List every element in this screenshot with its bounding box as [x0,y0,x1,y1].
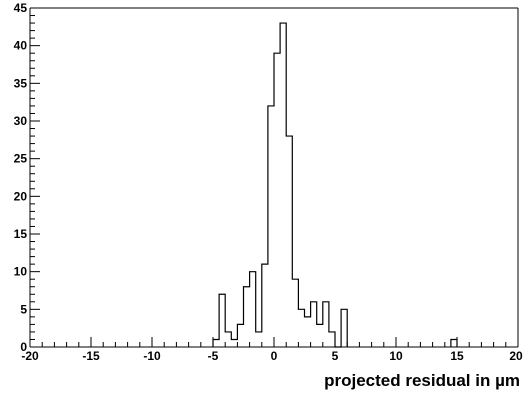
histogram-bin [237,324,243,347]
y-tick-label: 30 [14,114,28,128]
histogram-bin [225,332,231,347]
x-axis-title: projected residual in µm [324,371,520,390]
x-tick-label: 0 [271,349,278,363]
x-tick-label: -20 [21,349,39,363]
histogram-bin [256,332,262,347]
histogram-bin [268,106,274,347]
y-tick-label: 35 [14,76,28,90]
y-axis-ticks [30,7,40,348]
y-tick-label: 0 [20,340,27,354]
histogram-bin [323,302,329,347]
x-tick-label: 20 [509,349,523,363]
y-tick-label: 40 [14,39,28,53]
x-tick-label: 5 [332,349,339,363]
histogram-bin [262,264,268,347]
x-axis-tick-labels: -20 -15 -10 -5 0 5 10 15 20 [21,349,523,363]
histogram-bin [311,302,317,347]
x-tick-label: 15 [450,349,464,363]
y-axis-tick-labels: 0 5 10 15 20 25 30 35 40 45 [14,1,28,354]
y-tick-label: 15 [14,227,28,241]
y-tick-label: 10 [14,265,28,279]
histogram-bin [451,339,457,347]
histogram-bin [231,339,237,347]
histogram-bin [341,309,347,347]
y-tick-label: 45 [14,1,28,15]
histogram-bin [219,294,225,347]
histogram-bin [317,324,323,347]
histogram-bin [329,332,335,347]
x-tick-label: -15 [82,349,100,363]
histogram-bin [298,309,304,347]
histogram-outline [212,22,458,348]
histogram-bin [213,339,219,347]
x-tick-label: 10 [389,349,403,363]
histogram-bin [286,136,292,347]
histogram-bin [305,317,311,347]
y-tick-label: 25 [14,152,28,166]
y-tick-label: 5 [20,302,27,316]
histogram-bin [292,279,298,347]
x-tick-label: -5 [208,349,219,363]
x-axis-ticks [29,337,519,347]
histogram-bin [250,272,256,347]
x-tick-label: -10 [143,349,161,363]
y-tick-label: 20 [14,189,28,203]
histogram-bin [244,287,250,347]
histogram-bin [280,23,286,347]
histogram-bin [274,53,280,347]
